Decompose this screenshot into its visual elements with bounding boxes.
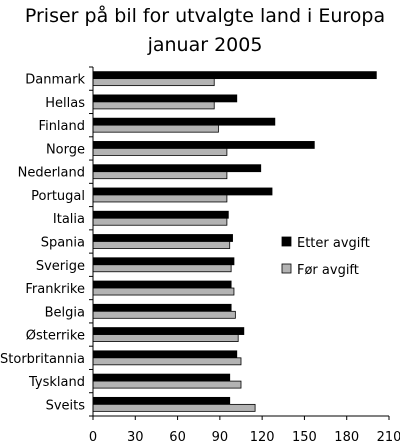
x-tick-label: 90: [212, 430, 229, 445]
bar-etter-avgift: [92, 257, 235, 266]
x-tick-label: 30: [127, 430, 144, 445]
category-label: Portugal: [31, 189, 85, 204]
category-label: Sverige: [36, 259, 85, 274]
bar-etter-avgift: [92, 373, 231, 382]
x-tick-label: 60: [169, 430, 186, 445]
bar-for-avgift: [92, 194, 228, 203]
legend-label: Før avgift: [297, 263, 359, 278]
category-label: Nederland: [18, 166, 85, 181]
category-label: Italia: [53, 212, 85, 227]
category-label: Storbritannia: [0, 352, 85, 367]
x-tick-label: 120: [250, 430, 275, 445]
plot-area: Danmark Hellas Finland Norge Nederland Portug…: [0, 66, 400, 445]
bar-for-avgift: [92, 380, 242, 389]
bar-etter-avgift: [92, 210, 229, 219]
legend-swatch: [281, 263, 292, 274]
bar-for-avgift: [92, 101, 215, 110]
category-label: Belgia: [45, 305, 85, 320]
bar-etter-avgift: [92, 303, 232, 312]
legend-swatch: [281, 236, 292, 247]
category-label: Norge: [46, 142, 85, 157]
bar-for-avgift: [92, 264, 232, 273]
bar-for-avgift: [92, 357, 242, 366]
bar-etter-avgift: [92, 94, 238, 103]
bar-for-avgift: [92, 287, 235, 296]
bar-for-avgift: [92, 241, 231, 249]
x-tick-label: 150: [292, 430, 317, 445]
bar-for-avgift: [92, 217, 228, 226]
bar-etter-avgift: [92, 141, 315, 149]
legend-label: Etter avgift: [297, 236, 370, 251]
bar-etter-avgift: [92, 117, 276, 126]
bar-for-avgift: [92, 403, 256, 412]
bar-for-avgift: [92, 334, 239, 342]
bar-for-avgift: [92, 124, 219, 133]
category-label: Sveits: [46, 398, 86, 413]
category-label: Tyskland: [28, 375, 85, 390]
bar-etter-avgift: [92, 396, 231, 405]
bar-for-avgift: [92, 148, 228, 156]
bar-etter-avgift: [92, 187, 273, 196]
category-label: Spania: [41, 236, 85, 251]
bar-for-avgift: [92, 310, 236, 319]
bar-etter-avgift: [92, 280, 232, 289]
category-label: Frankrike: [25, 282, 85, 297]
chart-title-line-2: januar 2005: [147, 34, 263, 56]
bar-etter-avgift: [92, 350, 238, 359]
legend: Etter avgift Før avgift: [281, 236, 370, 278]
x-tick-label: 180: [334, 430, 359, 445]
category-label: Danmark: [25, 73, 85, 88]
bar-etter-avgift: [92, 327, 245, 335]
bar-etter-avgift: [92, 71, 377, 80]
bar-etter-avgift: [92, 234, 233, 242]
category-label: Finland: [39, 119, 85, 134]
chart-title-line-1: Priser på bil for utvalgte land i Europa: [25, 4, 385, 27]
x-tick-label: 210: [377, 430, 400, 445]
category-label: Hellas: [45, 96, 85, 111]
bar-for-avgift: [92, 171, 228, 180]
bar-for-avgift: [92, 78, 215, 87]
category-label: Østerrike: [26, 329, 85, 344]
bar-etter-avgift: [92, 164, 262, 173]
x-tick-label: 0: [89, 430, 97, 445]
